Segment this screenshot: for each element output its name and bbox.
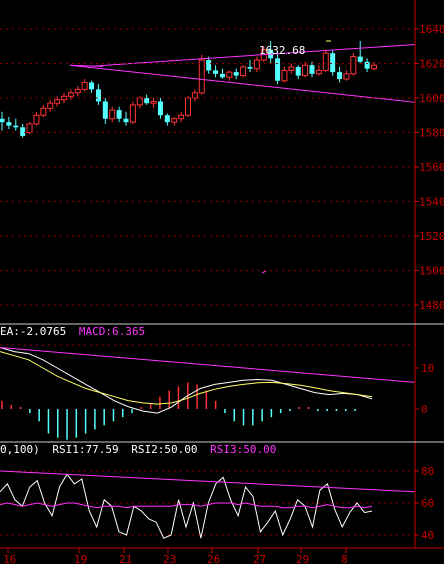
- candle[interactable]: [0, 111, 5, 131]
- candle[interactable]: [150, 98, 157, 109]
- rsi-tick-label: 80: [421, 465, 434, 478]
- macd-dea-label: EA:-2.0765: [0, 325, 66, 338]
- macd-tick-label: 0: [421, 403, 428, 416]
- candle[interactable]: [171, 116, 178, 126]
- candle[interactable]: [13, 118, 19, 131]
- candle[interactable]: [81, 79, 88, 92]
- candle[interactable]: [95, 84, 101, 105]
- price-axis: 1640 1620 1600 1580 1560 1540 1520 1500 1480: [0, 23, 444, 312]
- candle[interactable]: [67, 89, 74, 100]
- candle[interactable]: [226, 70, 233, 81]
- price-tick-label: 1500: [419, 265, 444, 278]
- candle[interactable]: [185, 96, 191, 117]
- trendline-upper[interactable]: [92, 44, 416, 67]
- rsi2-label: RSI2:50.00: [131, 443, 197, 456]
- candle[interactable]: [54, 96, 61, 107]
- candle[interactable]: [157, 98, 163, 119]
- candle[interactable]: [253, 56, 260, 73]
- rsi-header: 0,100) RSI1:77.59 RSI2:50.00 RSI3:50.00: [0, 443, 276, 456]
- candle[interactable]: [116, 106, 122, 123]
- date-tick-label: 29: [296, 553, 309, 564]
- price-tick-label: 1560: [419, 161, 444, 174]
- date-axis: 16 19 21 23 26 27 29 8: [3, 548, 348, 564]
- price-tick-label: 1640: [419, 23, 444, 36]
- date-tick-label: 23: [163, 553, 176, 564]
- candle[interactable]: [233, 68, 239, 80]
- rsi2-line: [0, 502, 373, 509]
- candle[interactable]: [330, 49, 336, 76]
- rsi1-line: [0, 473, 373, 539]
- candle[interactable]: [40, 104, 47, 117]
- candle[interactable]: [337, 66, 343, 83]
- date-tick-label: 8: [341, 553, 348, 564]
- rsi-trendline[interactable]: [0, 470, 416, 493]
- candle[interactable]: [322, 49, 329, 73]
- candle[interactable]: [343, 70, 350, 81]
- price-tick-label: 1520: [419, 230, 444, 243]
- candle[interactable]: [219, 68, 225, 80]
- candle[interactable]: [350, 53, 357, 76]
- rsi-params-label: 0,100): [0, 443, 40, 456]
- rsi3-label: RSI3:50.00: [210, 443, 276, 456]
- candle[interactable]: [89, 80, 95, 93]
- candle[interactable]: [315, 65, 322, 76]
- candle[interactable]: [178, 111, 185, 123]
- macd-dif-line: [0, 347, 373, 414]
- candle[interactable]: [288, 63, 295, 74]
- candle[interactable]: [191, 89, 198, 102]
- candle[interactable]: [47, 99, 54, 112]
- price-tick-label: 1620: [419, 58, 444, 71]
- date-tick-label: 16: [3, 553, 16, 564]
- price-tick-label: 1540: [419, 196, 444, 209]
- candle[interactable]: [357, 41, 363, 64]
- candle[interactable]: [129, 101, 136, 124]
- macd-dea-line: [0, 351, 373, 405]
- candle[interactable]: [6, 116, 12, 130]
- candle[interactable]: [275, 53, 281, 85]
- small-mark: [261, 270, 267, 274]
- date-tick-label: 21: [119, 553, 132, 564]
- macd-value-label: MACD:6.365: [79, 325, 145, 338]
- candle[interactable]: [26, 122, 33, 135]
- candlestick-panel[interactable]: [0, 40, 416, 274]
- candle[interactable]: [295, 65, 301, 80]
- price-tick-label: 1580: [419, 127, 444, 140]
- candle[interactable]: [74, 85, 81, 97]
- candle[interactable]: [164, 113, 170, 126]
- candle[interactable]: [206, 56, 212, 74]
- price-tick-label: 1600: [419, 92, 444, 105]
- rsi-tick-label: 60: [421, 497, 434, 510]
- rsi-tick-label: 40: [421, 529, 434, 542]
- candle[interactable]: [247, 60, 253, 73]
- price-tick-label: 1480: [419, 299, 444, 312]
- rsi1-label: RSI1:77.59: [52, 443, 118, 456]
- peak-price-label: 1632.68: [259, 44, 305, 57]
- candle[interactable]: [109, 106, 116, 123]
- macd-tick-label: 10: [421, 362, 434, 375]
- candle[interactable]: [61, 92, 67, 104]
- candle[interactable]: [281, 66, 288, 83]
- macd-header: EA:-2.0765 MACD:6.365: [0, 325, 145, 338]
- trendline-segment[interactable]: [69, 64, 104, 67]
- candle[interactable]: [102, 98, 108, 124]
- candle[interactable]: [198, 54, 205, 95]
- date-tick-label: 27: [253, 553, 266, 564]
- candle[interactable]: [364, 58, 370, 73]
- date-tick-label: 19: [74, 553, 87, 564]
- candle[interactable]: [309, 61, 315, 78]
- candle[interactable]: [213, 65, 219, 78]
- macd-panel[interactable]: 10 0: [0, 344, 434, 440]
- macd-trendline[interactable]: [0, 347, 416, 383]
- trendline-lower[interactable]: [69, 64, 416, 103]
- candle[interactable]: [33, 111, 40, 126]
- candle[interactable]: [123, 111, 129, 126]
- candle[interactable]: [240, 65, 247, 78]
- date-tick-label: 26: [207, 553, 220, 564]
- candle[interactable]: [144, 94, 150, 105]
- candle[interactable]: [20, 123, 26, 138]
- rsi-panel[interactable]: 80 60 40: [0, 465, 434, 542]
- candle[interactable]: [302, 61, 309, 78]
